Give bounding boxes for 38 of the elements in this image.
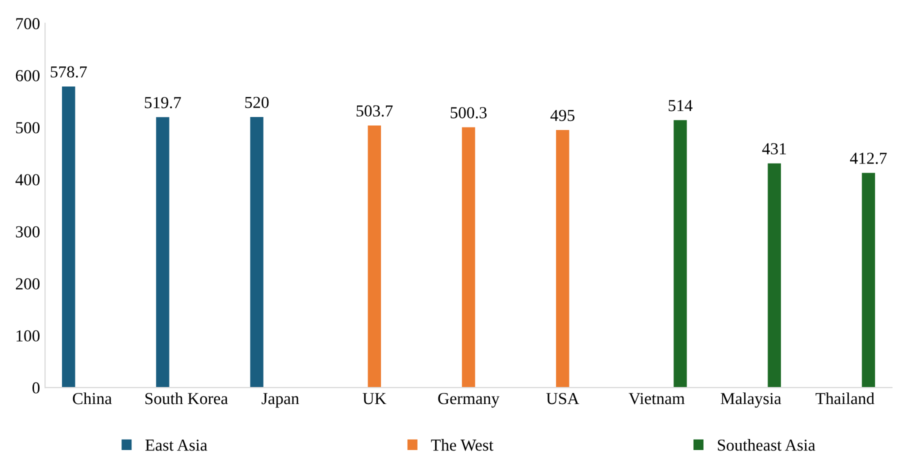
data-label: 431: [762, 143, 786, 154]
bar: [556, 130, 570, 388]
bar: [768, 163, 781, 388]
x-tick-label: UK: [362, 393, 386, 404]
data-label: 412.7: [850, 152, 887, 164]
x-tick-label: Japan: [262, 393, 300, 408]
y-tick-label: 100: [16, 330, 40, 342]
x-tick-label: South Korea: [145, 392, 228, 404]
y-tick-label: 400: [16, 174, 40, 186]
x-tick-label: China: [72, 392, 112, 404]
bar: [156, 117, 170, 388]
y-tick-label: 200: [16, 278, 40, 290]
bar: [250, 117, 264, 388]
data-label: 519.7: [144, 97, 181, 108]
legend-label: The West: [431, 439, 494, 451]
data-label: 495: [550, 110, 574, 122]
y-tick-label: 500: [16, 122, 40, 134]
y-tick-label: 0: [32, 382, 40, 394]
x-tick-label: USA: [546, 393, 580, 404]
x-tick-label: Thailand: [816, 392, 874, 404]
bar: [62, 86, 76, 388]
bar: [368, 126, 382, 388]
y-tick-label: 600: [16, 70, 40, 82]
data-label: 514: [668, 100, 692, 112]
bar: [674, 120, 687, 388]
data-label: 520: [245, 96, 269, 108]
x-tick-label: Vietnam: [628, 393, 685, 404]
data-label: 503.7: [356, 105, 393, 117]
x-tick-label: Germany: [438, 392, 500, 408]
y-tick-label: 700: [16, 18, 40, 30]
x-tick-label: Malaysia: [720, 392, 782, 408]
y-tick-label: 300: [16, 226, 40, 238]
data-label: 500.3: [450, 107, 487, 118]
data-label: 578.7: [50, 66, 87, 78]
legend-label: Southeast Asia: [718, 439, 816, 451]
legend-label: East Asia: [145, 440, 208, 451]
bar: [862, 172, 876, 388]
bar: [462, 127, 476, 388]
